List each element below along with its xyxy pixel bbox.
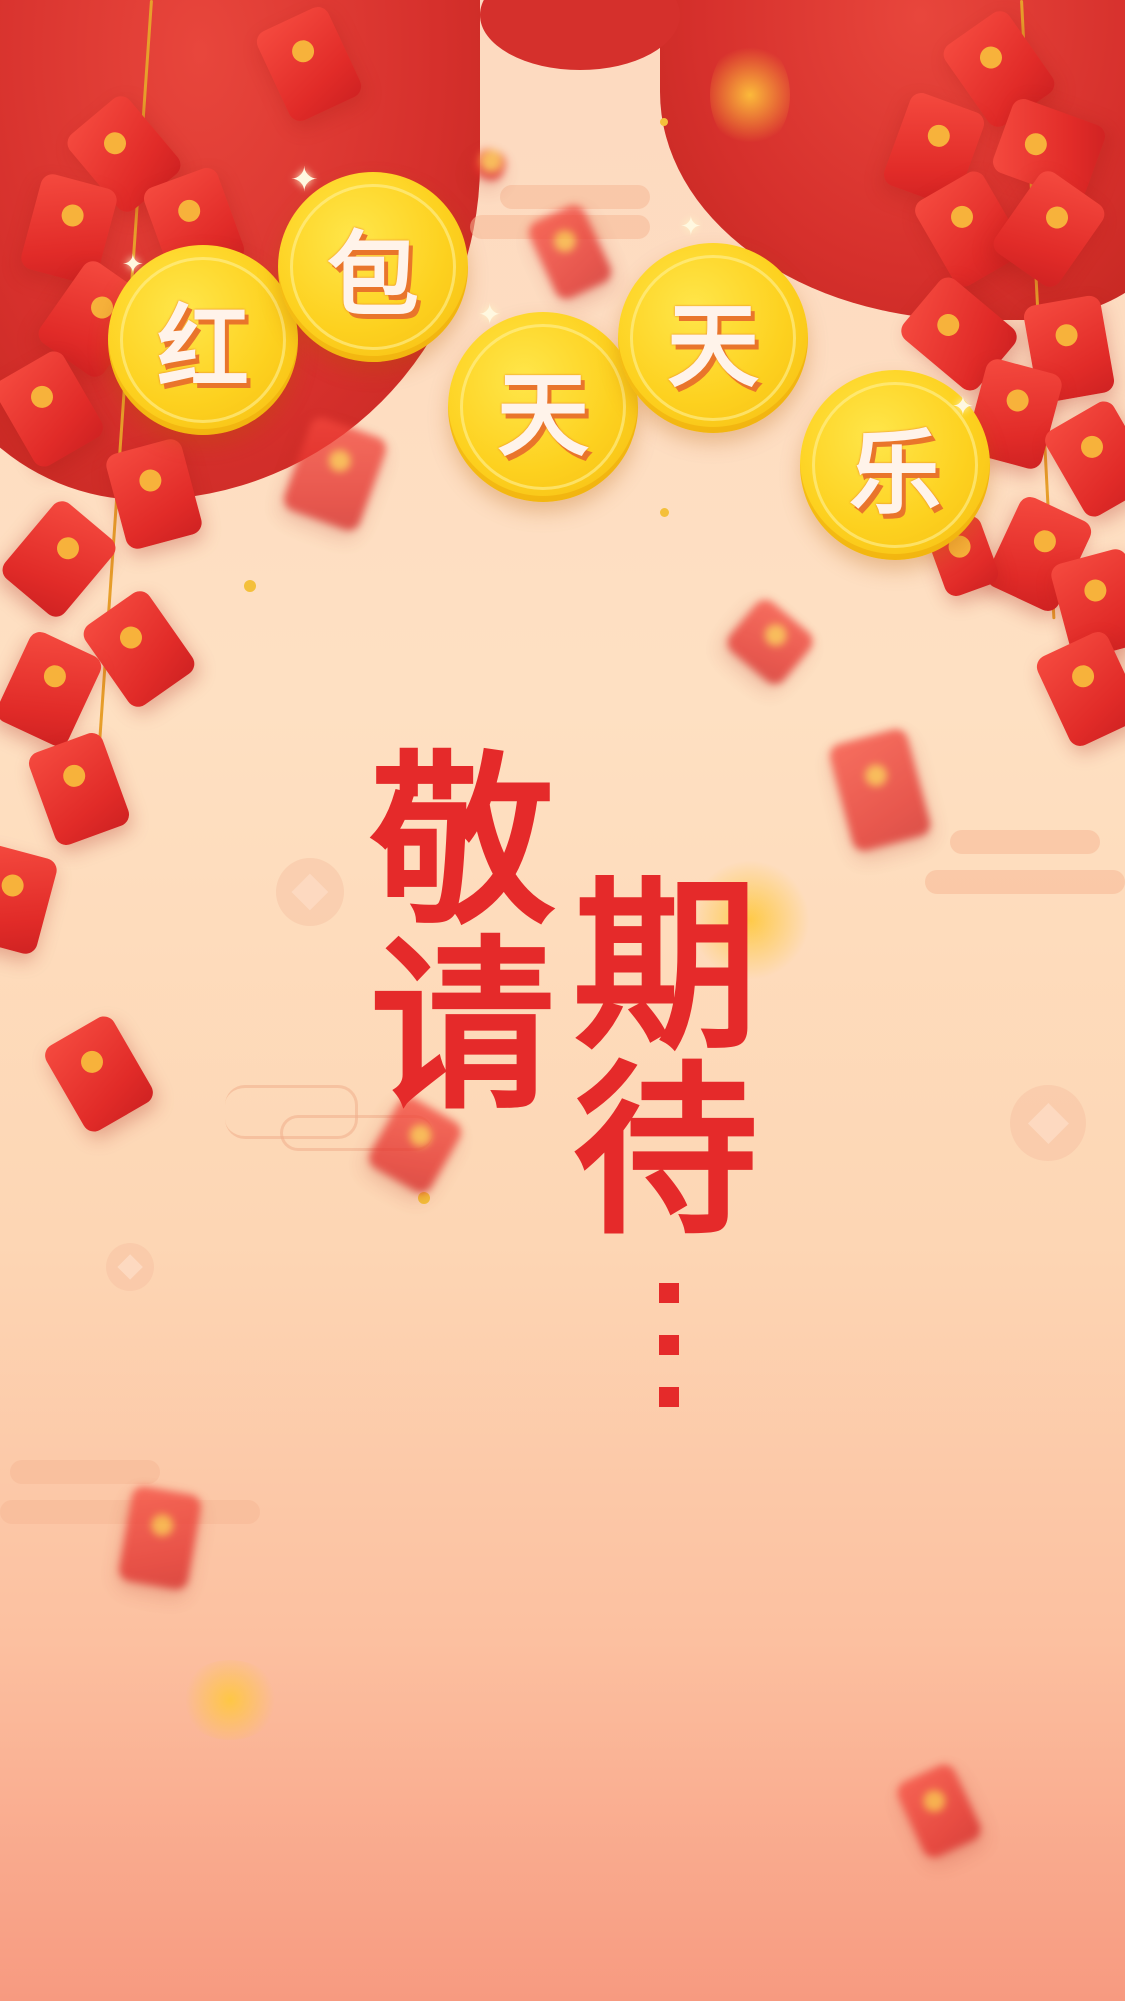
gold-dot — [660, 508, 669, 517]
cloud-line-decoration — [280, 1115, 433, 1151]
coin-bao: 包 — [278, 172, 468, 362]
main-char-qi: 期 — [573, 859, 758, 1075]
sparkle-icon: ✦ — [122, 250, 144, 280]
coin-ornament — [276, 858, 344, 926]
coin-tian-2: 天 — [618, 243, 808, 433]
coin-ornament — [106, 1243, 154, 1291]
coin-hong: 红 — [108, 245, 298, 435]
coin-char-bao: 包 — [326, 221, 419, 329]
falling-envelope — [827, 726, 933, 854]
gold-glow — [710, 40, 790, 150]
red-envelope — [0, 841, 60, 957]
ellipsis-dot — [659, 1283, 679, 1303]
coin-char-hong: 红 — [156, 294, 249, 402]
cloud-decoration — [950, 830, 1100, 854]
red-envelope — [78, 586, 200, 712]
main-char-jing: 敬 — [370, 734, 555, 950]
sparkle-icon: ✦ — [478, 298, 502, 331]
falling-envelope — [722, 594, 818, 690]
falling-envelope — [893, 1760, 985, 1862]
gold-dot — [244, 580, 256, 592]
red-envelope — [25, 729, 133, 849]
red-envelope — [40, 1012, 158, 1136]
cloud-decoration — [10, 1460, 160, 1484]
falling-envelope — [117, 1484, 203, 1592]
ellipsis-dot — [659, 1387, 679, 1407]
coin-char-tian-2: 天 — [666, 292, 759, 400]
sparkle-icon: ✦ — [290, 160, 319, 200]
coin-tian-1: 天 — [448, 312, 638, 502]
cloud-decoration — [925, 870, 1125, 894]
main-char-qing: 请 — [370, 919, 555, 1135]
red-envelope — [0, 496, 121, 622]
sparkle-icon: ✦ — [952, 392, 974, 422]
coin-char-le: 乐 — [848, 419, 941, 527]
ellipsis-dot — [659, 1335, 679, 1355]
gold-glow — [690, 860, 810, 980]
gold-dot — [660, 118, 668, 126]
sparkle-icon: ✦ — [680, 212, 702, 242]
coin-ornament — [1010, 1085, 1086, 1161]
gold-dot — [418, 1192, 430, 1204]
curtain-center-knot — [480, 0, 680, 70]
coin-le: 乐 — [800, 370, 990, 560]
gold-glow — [180, 1660, 280, 1740]
ellipsis-mark — [659, 1283, 679, 1407]
main-char-dai: 待 — [573, 1044, 758, 1260]
coin-char-tian-1: 天 — [496, 361, 589, 469]
red-envelope — [1032, 628, 1125, 750]
